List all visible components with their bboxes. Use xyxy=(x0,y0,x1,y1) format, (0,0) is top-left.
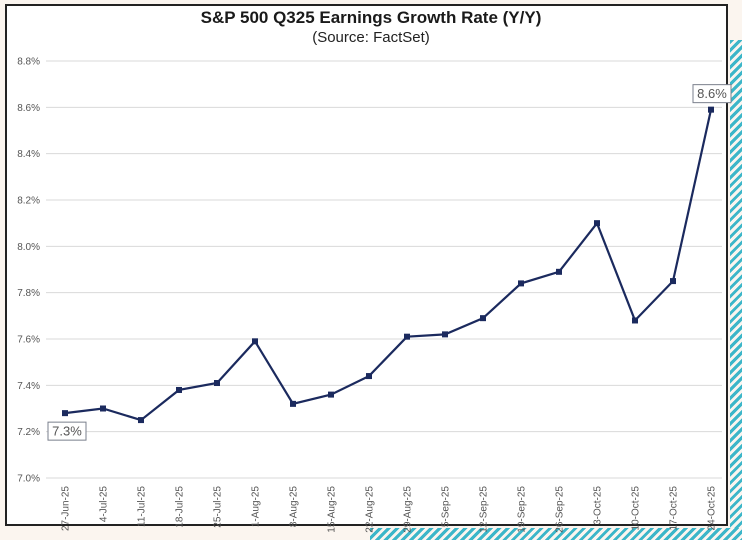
chart-frame xyxy=(5,4,728,526)
data-label-text: 8.6% xyxy=(697,86,727,101)
data-point xyxy=(176,386,182,393)
x-tick-label: 10-Oct-25 xyxy=(631,486,642,531)
x-tick-label: 4-Jul-25 xyxy=(99,486,110,523)
x-tick-label: 18-Jul-25 xyxy=(175,486,186,528)
data-point xyxy=(708,106,714,113)
data-point xyxy=(252,338,258,345)
y-tick-label: 7.8% xyxy=(17,288,40,299)
data-point xyxy=(62,410,68,417)
data-label-text: 7.3% xyxy=(52,424,82,439)
x-tick-label: 27-Jun-25 xyxy=(61,486,72,531)
x-tick-label: 25-Jul-25 xyxy=(213,486,224,528)
gridlines xyxy=(46,60,722,479)
data-point xyxy=(518,280,524,287)
data-point xyxy=(100,405,106,412)
data-point xyxy=(366,373,372,380)
x-tick-label: 15-Aug-25 xyxy=(327,486,338,533)
y-tick-label: 7.6% xyxy=(17,335,40,346)
x-tick-label: 24-Oct-25 xyxy=(707,486,718,531)
data-point xyxy=(556,268,562,275)
x-tick-label: 19-Sep-25 xyxy=(517,486,528,533)
x-axis-ticks: 27-Jun-25 4-Jul-25 11-Jul-25 18-Jul-25 25-Ju… xyxy=(61,486,718,533)
chart-title: S&P 500 Q325 Earnings Growth Rate (Y/Y) xyxy=(200,8,542,27)
x-tick-label: 5-Sep-25 xyxy=(441,486,452,528)
x-tick-label: 12-Sep-25 xyxy=(479,486,490,533)
data-point xyxy=(670,278,676,285)
annotations: 7.3% 8.6% xyxy=(47,84,732,441)
x-tick-label: 3-Oct-25 xyxy=(593,486,604,525)
x-tick-label: 8-Aug-25 xyxy=(289,486,300,528)
data-point xyxy=(290,400,296,407)
y-tick-label: 8.4% xyxy=(17,149,40,160)
x-tick-label: 29-Aug-25 xyxy=(403,486,414,533)
x-tick-label: 17-Oct-25 xyxy=(669,486,680,531)
x-tick-label: 1-Aug-25 xyxy=(251,486,262,528)
data-point xyxy=(480,315,486,322)
x-tick-label: 22-Aug-25 xyxy=(365,486,376,533)
data-label-box xyxy=(692,84,732,104)
data-label-box xyxy=(47,421,87,441)
y-tick-label: 8.2% xyxy=(17,196,40,207)
data-point xyxy=(138,417,144,424)
data-label: 8.6% xyxy=(692,84,732,104)
y-axis-ticks: 7.0% 7.2% 7.4% 7.6% 7.8% 8.0% 8.2% 8.4% 8.6% 8.8% xyxy=(17,57,40,485)
data-point xyxy=(442,331,448,338)
chart-subtitle: (Source: FactSet) xyxy=(312,29,430,46)
series-layer xyxy=(62,106,714,424)
y-tick-label: 7.2% xyxy=(17,427,40,438)
decorative-accent-stripe-right xyxy=(730,40,742,540)
decorative-accent-stripe-bottom xyxy=(370,528,742,540)
data-point xyxy=(214,380,220,387)
y-tick-label: 7.0% xyxy=(17,474,40,485)
x-tick-label: 11-Jul-25 xyxy=(137,486,148,527)
data-point xyxy=(632,317,638,324)
y-tick-label: 8.8% xyxy=(17,57,40,68)
y-tick-label: 8.6% xyxy=(17,103,40,114)
y-tick-label: 8.0% xyxy=(17,242,40,253)
y-tick-label: 7.4% xyxy=(17,381,40,392)
series-line xyxy=(64,109,713,422)
data-point xyxy=(404,333,410,340)
data-point xyxy=(328,391,334,398)
data-label: 7.3% xyxy=(47,421,87,441)
data-point xyxy=(594,220,600,227)
x-tick-label: 26-Sep-25 xyxy=(555,486,566,533)
